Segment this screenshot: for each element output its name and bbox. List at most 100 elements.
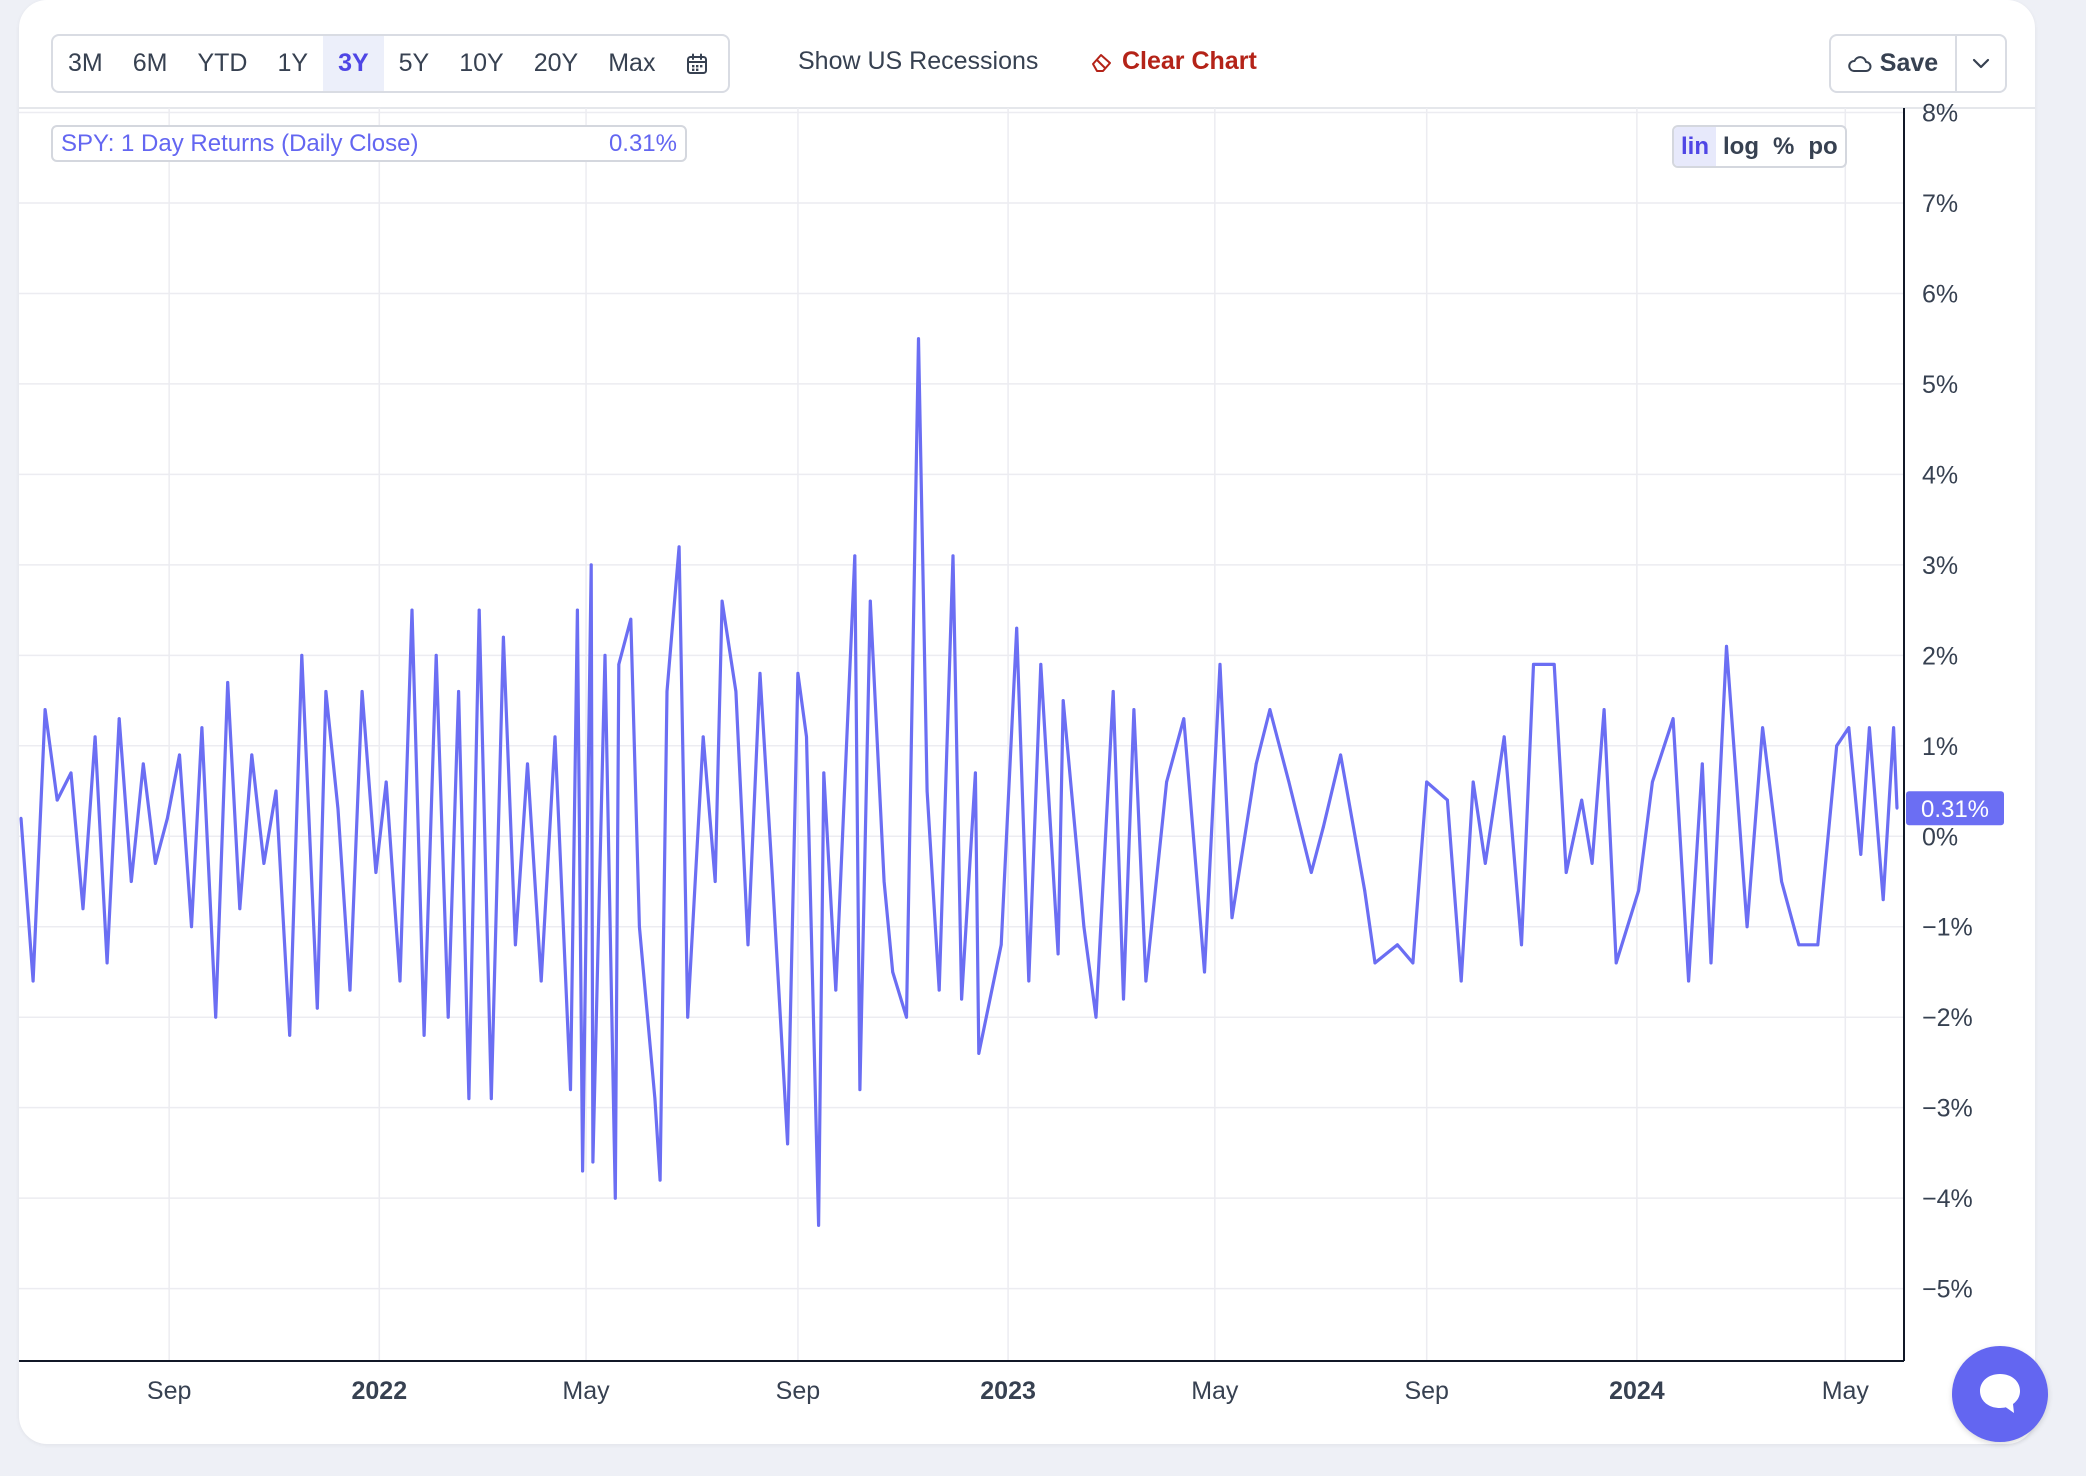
range-3m-button[interactable]: 3M: [68, 49, 103, 77]
data-point: [1868, 726, 1871, 730]
data-point: [1687, 979, 1690, 983]
data-point: [1425, 780, 1429, 784]
data-point: [178, 753, 181, 757]
data-point: [734, 690, 738, 693]
y-tick-label: 3%: [1922, 552, 1958, 580]
chat-support-button[interactable]: [1952, 1346, 2048, 1442]
data-point: [526, 762, 529, 766]
data-point: [1797, 943, 1801, 947]
data-point: [1203, 970, 1206, 974]
range-ytd-button[interactable]: YTD: [197, 49, 248, 77]
x-tick-label: Sep: [776, 1377, 820, 1405]
series-legend[interactable]: SPY: 1 Day Returns (Daily Close) 0.31%: [51, 125, 687, 162]
data-point: [1122, 997, 1125, 1001]
range-1y-button[interactable]: 1Y: [277, 49, 309, 77]
data-point: [553, 735, 557, 739]
range-5y-button[interactable]: 5Y: [398, 49, 430, 77]
range-3y-button[interactable]: 3Y: [323, 36, 384, 91]
data-point: [55, 798, 59, 802]
data-point: [786, 1142, 789, 1146]
range-6m-button[interactable]: 6M: [132, 49, 168, 77]
data-point: [1835, 744, 1839, 748]
data-point: [1039, 663, 1043, 666]
data-point: [1165, 780, 1168, 784]
data-point: [1580, 798, 1584, 802]
data-point: [1651, 780, 1654, 784]
save-options-dropdown[interactable]: [1957, 36, 2005, 91]
show-recessions-label: Show US Recessions: [798, 47, 1039, 75]
data-point: [1590, 862, 1594, 865]
date-range-selector: 3M 6M YTD 1Y 3Y 5Y 10Y 20Y Max: [51, 34, 731, 93]
y-tick-label: 5%: [1922, 371, 1958, 399]
series-line: [19, 337, 1899, 1227]
y-tick-label: −4%: [1922, 1185, 1973, 1213]
custom-date-button[interactable]: [670, 36, 728, 91]
data-point: [1520, 943, 1523, 947]
range-20y-button[interactable]: 20Y: [533, 49, 579, 77]
data-point: [665, 690, 669, 693]
scale-percent-button[interactable]: %: [1773, 132, 1795, 160]
data-point: [324, 690, 328, 693]
save-button[interactable]: Save: [1831, 36, 1957, 91]
x-tick-label: 2023: [980, 1377, 1036, 1405]
returns-line-chart[interactable]: 8% 7% 6% 5% 4% 3% 2% 1% 0% −1% −2% −3% −4% −5% Sep 2022…: [19, 0, 2035, 1444]
data-point: [31, 979, 35, 983]
data-point: [917, 337, 920, 341]
data-point: [446, 1015, 450, 1019]
data-point: [105, 961, 109, 965]
data-point: [348, 988, 352, 992]
data-point: [1459, 979, 1463, 983]
data-point: [589, 563, 593, 567]
data-point: [502, 635, 505, 639]
data-point: [1254, 762, 1258, 766]
data-point: [457, 690, 460, 693]
data-point: [817, 1223, 820, 1227]
scale-lin-button[interactable]: lin: [1674, 127, 1716, 166]
data-point: [677, 545, 681, 549]
data-point: [166, 816, 169, 820]
data-point: [977, 1052, 981, 1055]
y-tick-label: 4%: [1922, 461, 1958, 489]
data-point: [315, 1006, 319, 1010]
data-point: [374, 871, 378, 874]
data-point: [274, 789, 278, 793]
y-tick-label: 1%: [1922, 733, 1958, 761]
data-point: [1363, 889, 1367, 892]
data-point: [1816, 943, 1820, 947]
range-10y-button[interactable]: 10Y: [459, 49, 504, 77]
data-point: [1061, 699, 1065, 702]
data-point: [1182, 717, 1186, 721]
data-point: [477, 608, 481, 612]
data-point: [300, 653, 304, 657]
data-point: [190, 925, 193, 929]
data-point: [653, 1097, 657, 1100]
y-tick-label: 0%: [1922, 823, 1958, 851]
clear-chart-button[interactable]: Clear Chart: [1090, 34, 1257, 89]
x-tick-label: 2022: [352, 1377, 408, 1405]
data-point: [514, 943, 517, 947]
data-point: [467, 1097, 471, 1100]
scale-log-button[interactable]: log: [1723, 132, 1759, 160]
data-point: [638, 925, 641, 929]
show-recessions-toggle[interactable]: Show US Recessions: [798, 34, 1038, 89]
y-tick-label: 6%: [1922, 280, 1958, 308]
data-point: [1709, 961, 1713, 965]
data-point: [858, 1088, 862, 1091]
data-point: [713, 880, 717, 883]
data-point: [1637, 889, 1640, 892]
range-max-button[interactable]: Max: [608, 49, 656, 77]
data-point: [1725, 644, 1728, 648]
save-label: Save: [1879, 49, 1939, 77]
y-tick-label: 8%: [1922, 100, 1958, 128]
chat-bubble-icon: [1980, 1374, 2020, 1413]
data-point: [891, 970, 895, 974]
gridlines: [19, 108, 1904, 1361]
data-point: [1859, 853, 1863, 856]
x-tick-label: May: [562, 1377, 610, 1405]
scale-po-button[interactable]: po: [1808, 132, 1838, 160]
data-point: [951, 554, 955, 558]
x-tick-label: Sep: [1404, 1377, 1448, 1405]
data-point: [1671, 717, 1675, 721]
data-point: [214, 1015, 218, 1019]
data-point: [591, 1160, 595, 1164]
